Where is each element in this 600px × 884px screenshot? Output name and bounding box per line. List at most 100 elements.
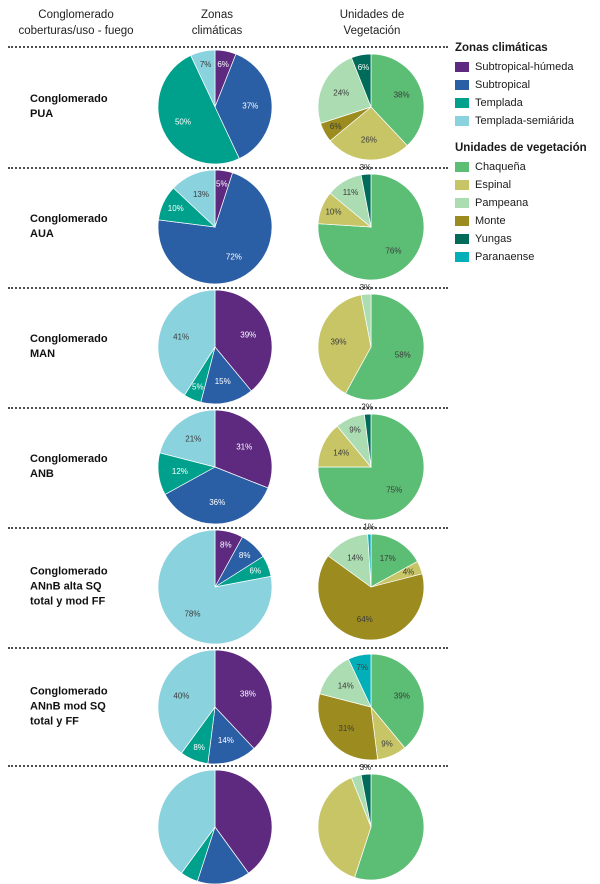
legend-swatch-yungas: [455, 234, 469, 244]
legend-swatch-chaquena: [455, 162, 469, 172]
pie-percent-label: 12%: [172, 467, 188, 476]
legend-swatch-espinal: [455, 180, 469, 190]
legend-label: Monte: [475, 215, 506, 227]
pie-slice-chaquena: [370, 653, 425, 749]
column-header-unidades-vegetacion: Unidades de Vegetación: [339, 9, 405, 37]
legend-item-templada-semiarida: Templada-semiárida: [455, 115, 600, 127]
pie-slice-subtropical: [164, 466, 269, 525]
pie-percent-label: 38%: [394, 90, 410, 99]
legend-label: Templada-semiárida: [475, 115, 575, 127]
legend-label: Yungas: [475, 233, 512, 245]
pie-percent-label: 76%: [385, 247, 401, 256]
pie-percent-label: 64%: [357, 615, 373, 624]
pie-unidades-vegetacion-row-6: 39% 9% 31% 14% 7%: [317, 653, 425, 761]
pie-percent-label: 3%: [360, 763, 372, 772]
pie-percent-label: 6%: [358, 63, 370, 72]
legend-item-chaquena: Chaqueña: [455, 161, 600, 173]
legend-item-subtropical: Subtropical: [455, 79, 600, 91]
dashed-separator: [8, 407, 448, 409]
pie-percent-label: 14%: [333, 449, 349, 458]
pie-percent-label: 39%: [240, 331, 256, 340]
pie-percent-label: 14%: [218, 736, 234, 745]
pie-slice-templada-semiarida: [157, 289, 216, 396]
pie-slice-yungas: [351, 53, 372, 108]
column-header-conglomerado: Conglomerado coberturas/uso - fuego: [18, 9, 134, 37]
pie-percent-label: 50%: [175, 118, 191, 127]
legend-label: Subtropical: [475, 79, 531, 91]
pie-percent-label: 14%: [338, 682, 354, 691]
pie-percent-label: 3%: [360, 283, 372, 292]
pie-slice-pampeana: [360, 293, 372, 348]
pie-percent-label: 41%: [173, 333, 189, 342]
dashed-separator: [8, 46, 448, 48]
pie-percent-label: 1%: [363, 523, 375, 532]
legend-swatch-pampeana: [455, 198, 469, 208]
figure-pie-chart-panel: Conglomerado coberturas/uso - fuego Zona…: [8, 9, 600, 884]
pie-slice-subtropical: [214, 53, 273, 160]
legend-item-subtropical-humeda: Subtropical-húmeda: [455, 61, 600, 73]
dashed-separator: [8, 765, 448, 767]
row-label: Conglomerado ANB: [30, 453, 108, 480]
pie-slice-monte: [317, 555, 425, 641]
pie-percent-label: 37%: [242, 101, 258, 110]
pie-percent-label: 21%: [185, 435, 201, 444]
pie-slice-subtropical-humeda: [214, 289, 273, 392]
pie-slice-templada-semiarida: [157, 649, 216, 754]
dashed-separator: [8, 527, 448, 529]
pie-percent-label: 15%: [215, 377, 231, 386]
legend-title-unidades-vegetacion: Unidades de vegetación: [455, 142, 587, 154]
pie-percent-label: 8%: [220, 541, 232, 550]
row-label: Conglomerado MAN: [30, 333, 108, 360]
dashed-separator: [8, 167, 448, 169]
pie-percent-label: 75%: [386, 486, 402, 495]
legend-item-paranaense: Paranaense: [455, 251, 600, 263]
pie-percent-label: 9%: [381, 740, 393, 749]
pie-percent-label: 39%: [330, 337, 346, 346]
pie-slice-subtropical-humeda: [214, 409, 273, 489]
legend-item-pampeana: Pampeana: [455, 197, 600, 209]
pie-unidades-vegetacion-row-2: 76% 10% 11% 3%: [317, 163, 425, 281]
pie-percent-label: 31%: [236, 443, 252, 452]
pie-unidades-vegetacion-row-1: 38% 26% 6% 24% 6%: [317, 53, 425, 161]
row-label: Conglomerado ANnB alta SQ total y mod FF: [30, 565, 108, 608]
pie-unidades-vegetacion-row-5: 17% 4% 64% 14% 1%: [317, 523, 425, 641]
pie-percent-label: 72%: [226, 252, 242, 261]
legend-swatch-templada-semiarida: [455, 116, 469, 126]
pie-percent-label: 8%: [239, 551, 251, 560]
pie-zonas-climaticas-row-6: 38% 14% 8% 40%: [157, 649, 273, 765]
pie-slice-chaquena: [370, 53, 425, 147]
legend-label: Paranaense: [475, 251, 535, 263]
pie-percent-label: 8%: [193, 743, 205, 752]
row-label: Conglomerado PUA: [30, 93, 108, 120]
pie-percent-label: 7%: [356, 663, 368, 672]
pie-slice-yungas: [360, 173, 372, 228]
pie-zonas-climaticas-row-2: 5% 72% 10% 13%: [157, 169, 273, 285]
pie-percent-label: 3%: [360, 163, 372, 172]
dashed-separator: [8, 647, 448, 649]
legend-label: Subtropical-húmeda: [475, 61, 574, 73]
pie-slice-templada-semiarida: [157, 529, 273, 645]
legend-group-zonas: Subtropical-húmeda Subtropical Templada Tem…: [455, 61, 600, 127]
pie-percent-label: 5%: [192, 382, 204, 391]
pie-zonas-climaticas-row-5: 8% 8% 6% 78%: [157, 529, 273, 645]
legend-item-templada: Templada: [455, 97, 600, 109]
pie-slice-templada-semiarida: [190, 49, 216, 108]
pie-slice-monte: [317, 693, 379, 761]
pie-percent-label: 10%: [168, 204, 184, 213]
legend-item-yungas: Yungas: [455, 233, 600, 245]
pie-slice-subtropical: [157, 172, 273, 285]
legend-item-espinal: Espinal: [455, 179, 600, 191]
pie-slice-paranaense: [367, 533, 372, 588]
pie-percent-label: 36%: [209, 498, 225, 507]
pie-slice-espinal: [317, 294, 372, 394]
pie-slice-subtropical: [200, 346, 252, 405]
pie-percent-label: 5%: [216, 180, 228, 189]
pie-slice-paranaense: [347, 653, 372, 708]
pie-percent-label: 39%: [394, 691, 410, 700]
pie-percent-label: 78%: [184, 610, 200, 619]
pie-zonas-climaticas-row-7: [157, 769, 273, 884]
legend-swatch-monte: [455, 216, 469, 226]
pie-percent-label: 40%: [173, 692, 189, 701]
pie-slice-templada: [157, 54, 240, 165]
legend-swatch-subtropical-humeda: [455, 62, 469, 72]
